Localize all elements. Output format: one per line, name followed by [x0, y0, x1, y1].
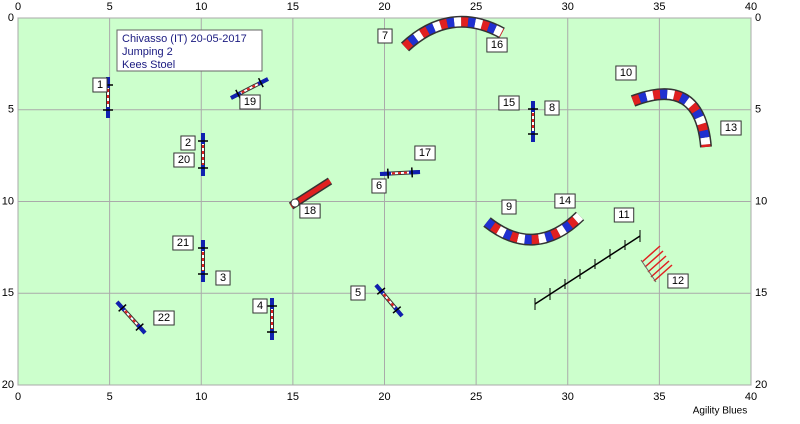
y-tick-label: 20	[755, 379, 767, 391]
info-line: Kees Stoel	[122, 59, 175, 71]
x-tick-label: 25	[470, 1, 482, 13]
jump-wing	[380, 173, 391, 174]
y-tick-label: 5	[8, 104, 14, 116]
obstacle-label: 7	[382, 30, 388, 42]
footer: Agility Blues	[693, 406, 747, 417]
x-tick-label: 35	[653, 391, 665, 403]
y-tick-label: 10	[2, 195, 14, 207]
x-tick-label: 20	[378, 1, 390, 13]
jump-wing	[409, 172, 420, 173]
x-tick-label: 0	[15, 391, 21, 403]
obstacle-label: 22	[158, 312, 170, 324]
obstacle-label: 10	[620, 67, 632, 79]
obstacle-label: 12	[672, 275, 684, 287]
x-tick-label: 10	[195, 1, 207, 13]
obstacle-label: 3	[220, 272, 226, 284]
obstacle-label: 6	[376, 180, 382, 192]
x-tick-label: 20	[378, 391, 390, 403]
x-tick-label: 25	[470, 391, 482, 403]
x-tick-label: 40	[745, 391, 757, 403]
x-tick-label: 0	[15, 1, 21, 13]
x-tick-label: 5	[107, 1, 113, 13]
obstacle-label: 9	[506, 201, 512, 213]
y-tick-label: 0	[755, 12, 761, 24]
x-tick-label: 35	[653, 1, 665, 13]
obstacle-label: 19	[244, 96, 256, 108]
obstacle-label: 16	[491, 39, 503, 51]
x-tick-label: 30	[562, 391, 574, 403]
obstacle-label: 20	[178, 154, 190, 166]
info-line: Chivasso (IT) 20-05-2017	[122, 33, 247, 45]
obstacle-label: 4	[257, 300, 263, 312]
obstacle-label: 21	[177, 237, 189, 249]
obstacle-label: 1	[97, 79, 103, 91]
y-tick-label: 10	[755, 195, 767, 207]
obstacle-label: 5	[355, 287, 361, 299]
x-tick-label: 30	[562, 1, 574, 13]
obstacle-label: 8	[549, 102, 555, 114]
y-tick-label: 0	[8, 12, 14, 24]
y-tick-label: 15	[2, 287, 14, 299]
x-tick-label: 5	[107, 391, 113, 403]
obstacle-label: 17	[419, 147, 431, 159]
y-tick-label: 15	[755, 287, 767, 299]
x-tick-label: 15	[287, 391, 299, 403]
obstacle-label: 13	[725, 122, 737, 134]
obstacle-label: 15	[503, 97, 515, 109]
obstacle-label: 18	[304, 205, 316, 217]
y-tick-label: 20	[2, 379, 14, 391]
info-line: Jumping 2	[122, 46, 173, 58]
x-tick-label: 15	[287, 1, 299, 13]
obstacle-label: 14	[559, 195, 571, 207]
obstacle-label: 11	[618, 209, 629, 221]
x-tick-label: 10	[195, 391, 207, 403]
y-tick-label: 5	[755, 104, 761, 116]
obstacle-label: 2	[185, 137, 191, 149]
